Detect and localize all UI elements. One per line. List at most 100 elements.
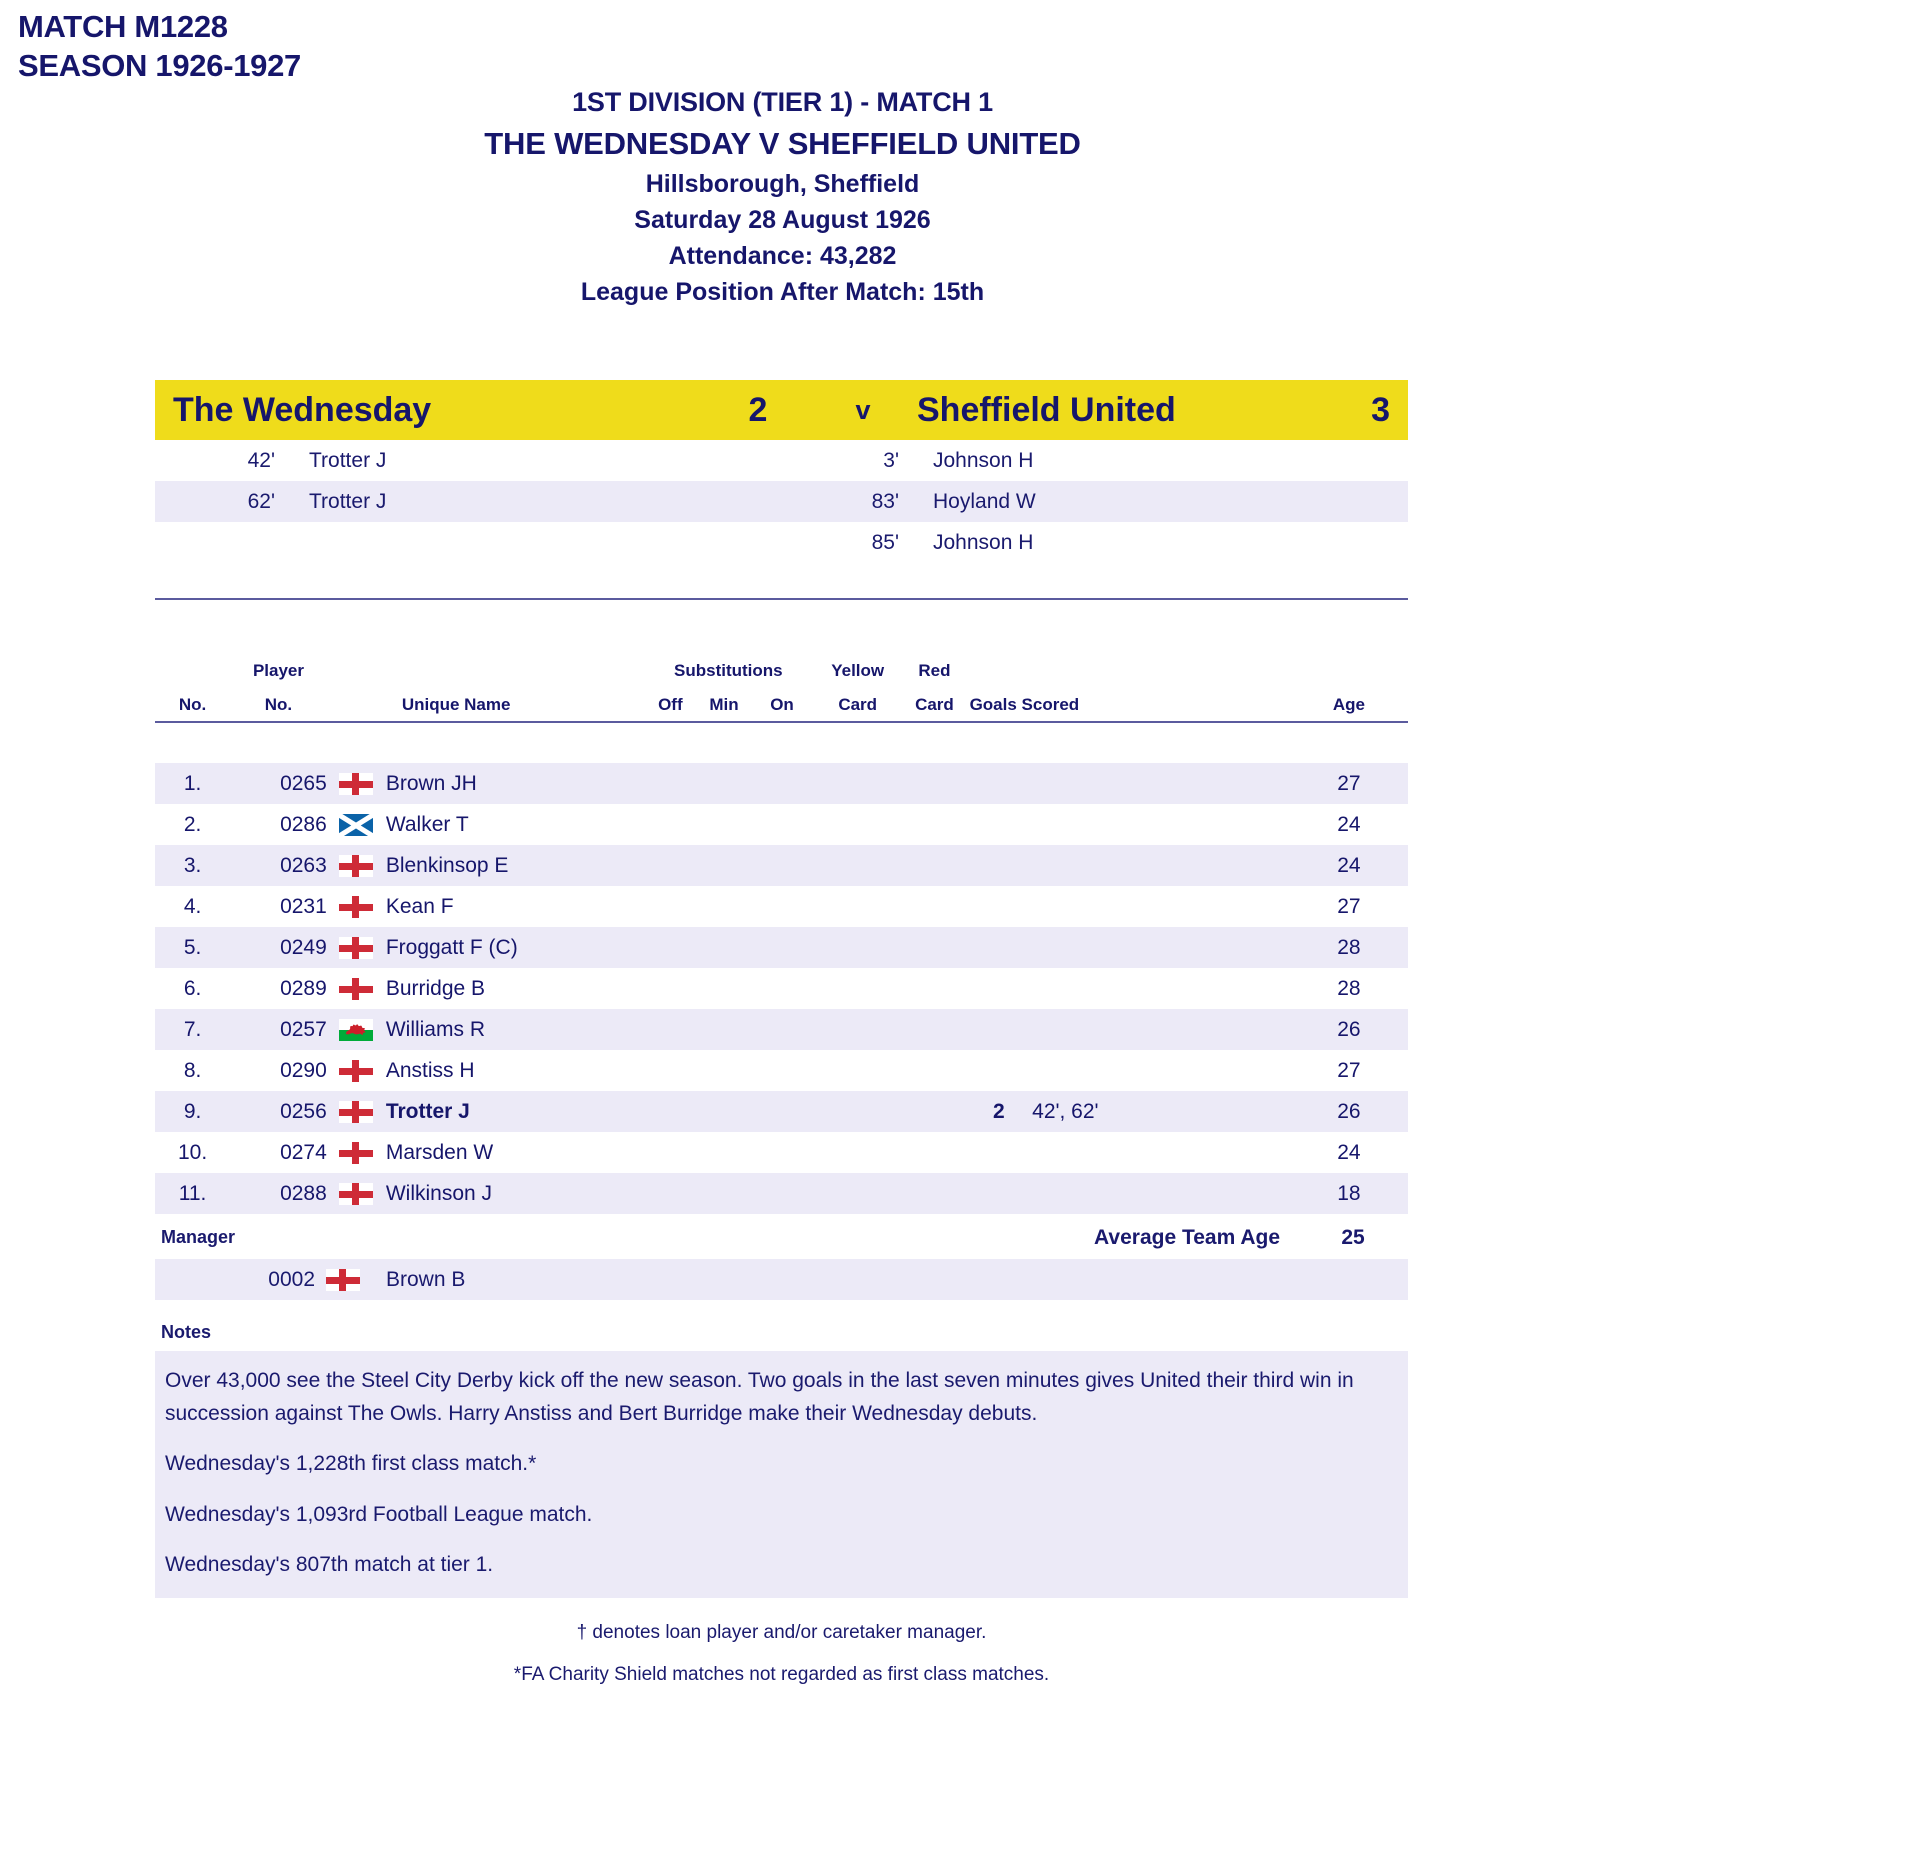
footnote: *FA Charity Shield matches not regarded … xyxy=(513,1663,1050,1685)
red-card-cell xyxy=(903,968,965,1009)
red-card-cell xyxy=(903,1009,965,1050)
player-name: Blenkinsop E xyxy=(385,853,509,877)
fixture-title: THE WEDNESDAY V SHEFFIELD UNITED xyxy=(484,125,1081,161)
match-reference: MATCH M1228 SEASON 1926-1927 xyxy=(18,8,301,86)
goal-minutes: 42', 62' xyxy=(1032,1099,1099,1123)
table-row: 10. 0274 Marsden W 24 xyxy=(155,1132,1408,1173)
footnotes: † denotes loan player and/or caretaker m… xyxy=(155,1622,1408,1686)
player-number: 0263 xyxy=(280,853,327,877)
player-number: 0274 xyxy=(280,1140,327,1164)
row-number: 3. xyxy=(183,853,202,877)
goal-minutes xyxy=(1032,886,1290,927)
player-name: Brown JH xyxy=(385,771,477,795)
goals-count xyxy=(966,968,1033,1009)
row-number: 8. xyxy=(183,1058,202,1082)
note-paragraph: Wednesday's 807th match at tier 1. xyxy=(165,1553,494,1577)
sub-min xyxy=(696,1091,752,1132)
england-flag-icon xyxy=(339,1100,374,1123)
notes-box: Over 43,000 see the Steel City Derby kic… xyxy=(155,1351,1408,1598)
spacer-cell xyxy=(386,640,645,681)
player-age: 27 xyxy=(1337,1058,1361,1082)
player-age: 24 xyxy=(1337,1140,1361,1164)
sub-min xyxy=(696,1050,752,1091)
sub-min xyxy=(696,1009,752,1050)
row-number: 10. xyxy=(177,1140,208,1164)
col-header-player-no: No. xyxy=(264,695,293,714)
sub-min xyxy=(696,845,752,886)
sub-off xyxy=(645,1091,697,1132)
goals-count xyxy=(966,804,1033,845)
venue-line: Hillsborough, Sheffield xyxy=(645,169,920,198)
sub-off xyxy=(645,763,697,804)
player-number: 0286 xyxy=(280,812,327,836)
sub-off xyxy=(645,927,697,968)
table-row: 3. 0263 Blenkinsop E 24 xyxy=(155,845,1408,886)
versus-label: v xyxy=(855,394,871,425)
row-number: 4. xyxy=(183,894,202,918)
home-goal-scorer: Trotter J xyxy=(309,489,387,513)
england-flag-icon xyxy=(339,1141,374,1164)
nationality-flag xyxy=(327,927,386,968)
sub-on xyxy=(752,804,812,845)
england-flag-icon xyxy=(339,936,374,959)
goal-row: 85' Johnson H xyxy=(155,522,1408,563)
sub-on xyxy=(752,1173,812,1214)
player-age: 24 xyxy=(1337,853,1361,877)
player-age: 24 xyxy=(1337,812,1361,836)
player-number: 0231 xyxy=(280,894,327,918)
col-header-flag xyxy=(327,681,386,722)
yellow-card-cell xyxy=(812,968,903,1009)
sub-off xyxy=(645,845,697,886)
player-header-label: Player xyxy=(252,661,304,680)
spacer-cell xyxy=(966,640,1033,681)
player-age: 26 xyxy=(1337,1017,1361,1041)
england-flag-icon xyxy=(339,854,374,877)
yellow-card-cell xyxy=(812,1050,903,1091)
note-paragraph: Wednesday's 1,093rd Football League matc… xyxy=(165,1502,593,1526)
player-age: 28 xyxy=(1337,976,1361,1000)
goals-count xyxy=(966,845,1033,886)
red-card-cell xyxy=(903,1050,965,1091)
table-row: 1. 0265 Brown JH 27 xyxy=(155,763,1408,804)
table-row: 7. 0257 Williams R 26 xyxy=(155,1009,1408,1050)
spacer-cell xyxy=(1032,640,1290,681)
nationality-flag xyxy=(327,763,386,804)
red-card-cell xyxy=(903,763,965,804)
goals-count xyxy=(966,763,1033,804)
table-row: 2. 0286 Walker T 24 xyxy=(155,804,1408,845)
red-card-cell xyxy=(903,804,965,845)
manager-player-no: 0002 xyxy=(268,1267,315,1291)
col-header-age: Age xyxy=(1332,695,1365,714)
spacer-cell xyxy=(327,640,386,681)
home-goal-minute: 42' xyxy=(247,448,275,472)
goal-minutes xyxy=(1032,804,1290,845)
table-row: 9. 0256 Trotter J 2 42', 62' 26 xyxy=(155,1091,1408,1132)
footnote: † denotes loan player and/or caretaker m… xyxy=(576,1621,987,1643)
goal-row: 62' Trotter J 83' Hoyland W xyxy=(155,481,1408,522)
goals-count xyxy=(966,1132,1033,1173)
goal-minutes xyxy=(1032,1173,1290,1214)
nationality-flag xyxy=(327,1009,386,1050)
goal-minutes xyxy=(1032,1009,1290,1050)
player-number: 0289 xyxy=(280,976,327,1000)
red-card-cell xyxy=(903,927,965,968)
yellow-card-cell xyxy=(812,886,903,927)
season-label: SEASON 1926-1927 xyxy=(18,47,301,83)
sub-on xyxy=(752,886,812,927)
sub-off xyxy=(645,1132,697,1173)
goals-count xyxy=(966,1009,1033,1050)
away-goal-minute: 85' xyxy=(871,530,899,554)
goals-count xyxy=(966,1173,1033,1214)
player-name: Trotter J xyxy=(385,1099,470,1123)
away-goal-minute: 83' xyxy=(871,489,899,513)
match-content: The Wednesday 2 v Sheffield United 3 42'… xyxy=(155,380,1408,1706)
average-age-label: Average Team Age xyxy=(1094,1225,1280,1249)
col-header-unique-name: Unique Name xyxy=(401,695,511,714)
table-row: 8. 0290 Anstiss H 27 xyxy=(155,1050,1408,1091)
manager-band: Manager Average Team Age 25 xyxy=(155,1216,1408,1259)
sub-on xyxy=(752,845,812,886)
yellow-card-cell xyxy=(812,927,903,968)
table-row: 11. 0288 Wilkinson J 18 xyxy=(155,1173,1408,1214)
scotland-flag-icon xyxy=(339,813,374,836)
yellow-card-cell xyxy=(812,1173,903,1214)
